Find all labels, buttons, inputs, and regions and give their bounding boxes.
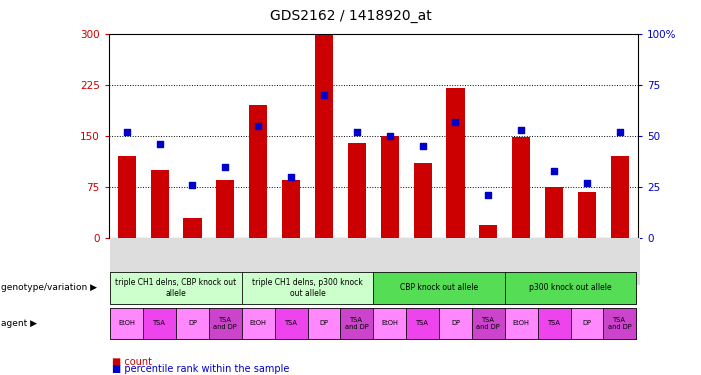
Bar	[348, 143, 366, 238]
Point	[483, 192, 494, 198]
Bar	[217, 180, 234, 238]
Text: DP: DP	[320, 320, 329, 326]
Point	[252, 123, 264, 129]
Text: DP: DP	[188, 320, 197, 326]
Bar	[151, 170, 169, 238]
Text: TSA
and DP: TSA and DP	[608, 317, 632, 330]
Bar	[447, 88, 465, 238]
Text: GDS2162 / 1418920_at: GDS2162 / 1418920_at	[270, 9, 431, 23]
Text: TSA
and DP: TSA and DP	[214, 317, 237, 330]
Text: TSA: TSA	[154, 320, 166, 326]
Point	[154, 141, 165, 147]
Point	[318, 92, 329, 98]
Text: EtOH: EtOH	[250, 320, 266, 326]
Bar	[282, 180, 300, 238]
Text: triple CH1 delns, p300 knock
out allele: triple CH1 delns, p300 knock out allele	[252, 278, 363, 297]
Bar	[512, 137, 530, 238]
Text: ■ count: ■ count	[112, 357, 152, 367]
Point	[219, 164, 231, 170]
Bar	[315, 35, 333, 238]
Point	[516, 127, 527, 133]
Bar	[381, 136, 399, 238]
Text: EtOH: EtOH	[118, 320, 135, 326]
Bar	[545, 187, 563, 238]
Text: genotype/variation ▶: genotype/variation ▶	[1, 284, 97, 292]
Text: p300 knock out allele: p300 knock out allele	[529, 284, 612, 292]
Text: TSA: TSA	[547, 320, 561, 326]
Point	[548, 168, 559, 174]
Point	[121, 129, 132, 135]
Bar	[184, 217, 201, 238]
Text: agent ▶: agent ▶	[1, 319, 37, 328]
Text: TSA
and DP: TSA and DP	[345, 317, 369, 330]
Text: TSA: TSA	[416, 320, 429, 326]
Point	[581, 180, 592, 186]
Text: DP: DP	[583, 320, 592, 326]
Text: DP: DP	[451, 320, 460, 326]
Bar	[414, 163, 432, 238]
Point	[187, 182, 198, 188]
Text: EtOH: EtOH	[381, 320, 398, 326]
Point	[450, 118, 461, 124]
Bar	[578, 192, 596, 238]
Text: ■ percentile rank within the sample: ■ percentile rank within the sample	[112, 364, 290, 374]
Text: triple CH1 delns, CBP knock out
allele: triple CH1 delns, CBP knock out allele	[116, 278, 237, 297]
Point	[614, 129, 625, 135]
Bar	[249, 105, 267, 238]
Text: TSA
and DP: TSA and DP	[477, 317, 501, 330]
Text: TSA: TSA	[285, 320, 297, 326]
Point	[417, 143, 428, 149]
Bar	[611, 156, 629, 238]
Point	[384, 133, 395, 139]
Text: EtOH: EtOH	[512, 320, 530, 326]
Bar	[479, 225, 498, 238]
Text: CBP knock out allele: CBP knock out allele	[400, 284, 478, 292]
Point	[351, 129, 362, 135]
Point	[285, 174, 297, 180]
Bar	[118, 156, 136, 238]
